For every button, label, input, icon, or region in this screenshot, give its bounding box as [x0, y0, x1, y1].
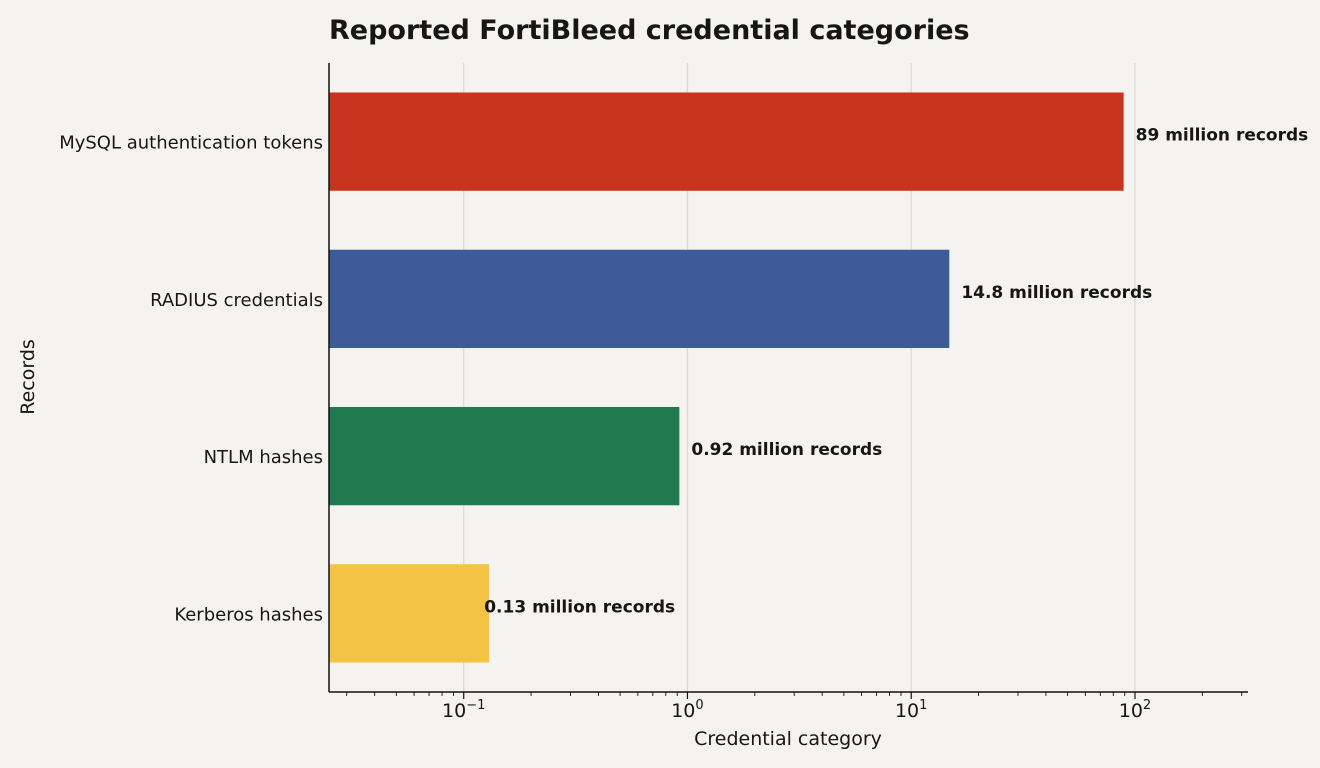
- data-label-1: 89 million records: [1136, 126, 1309, 146]
- y-category-label-1: MySQL authentication tokens: [59, 133, 323, 154]
- bar-1: [329, 92, 1124, 191]
- x-tick-label-3: 102: [1119, 698, 1151, 722]
- data-label-3: 0.92 million records: [691, 440, 882, 460]
- y-axis-title: Records: [17, 339, 39, 415]
- y-category-label-4: Kerberos hashes: [174, 604, 323, 625]
- y-category-label-2: RADIUS credentials: [150, 290, 323, 311]
- bar-2: [329, 249, 950, 349]
- bar-4: [329, 564, 490, 663]
- data-label-4: 0.13 million records: [484, 597, 675, 617]
- x-tick-label-0: 10−1: [442, 698, 485, 722]
- labels: 10−1 100 101 102 MySQL authentication tokens…: [59, 126, 1308, 722]
- x-axis-title: Credential category: [694, 728, 882, 750]
- x-tick-label-2: 101: [895, 698, 927, 722]
- bars: [329, 92, 1124, 663]
- axes: [328, 63, 1248, 699]
- bar-3: [329, 406, 680, 506]
- data-label-2: 14.8 million records: [961, 283, 1152, 303]
- x-tick-label-1: 100: [671, 698, 703, 722]
- chart-title: Reported FortiBleed credential categorie…: [329, 15, 970, 46]
- y-category-label-3: NTLM hashes: [204, 447, 323, 468]
